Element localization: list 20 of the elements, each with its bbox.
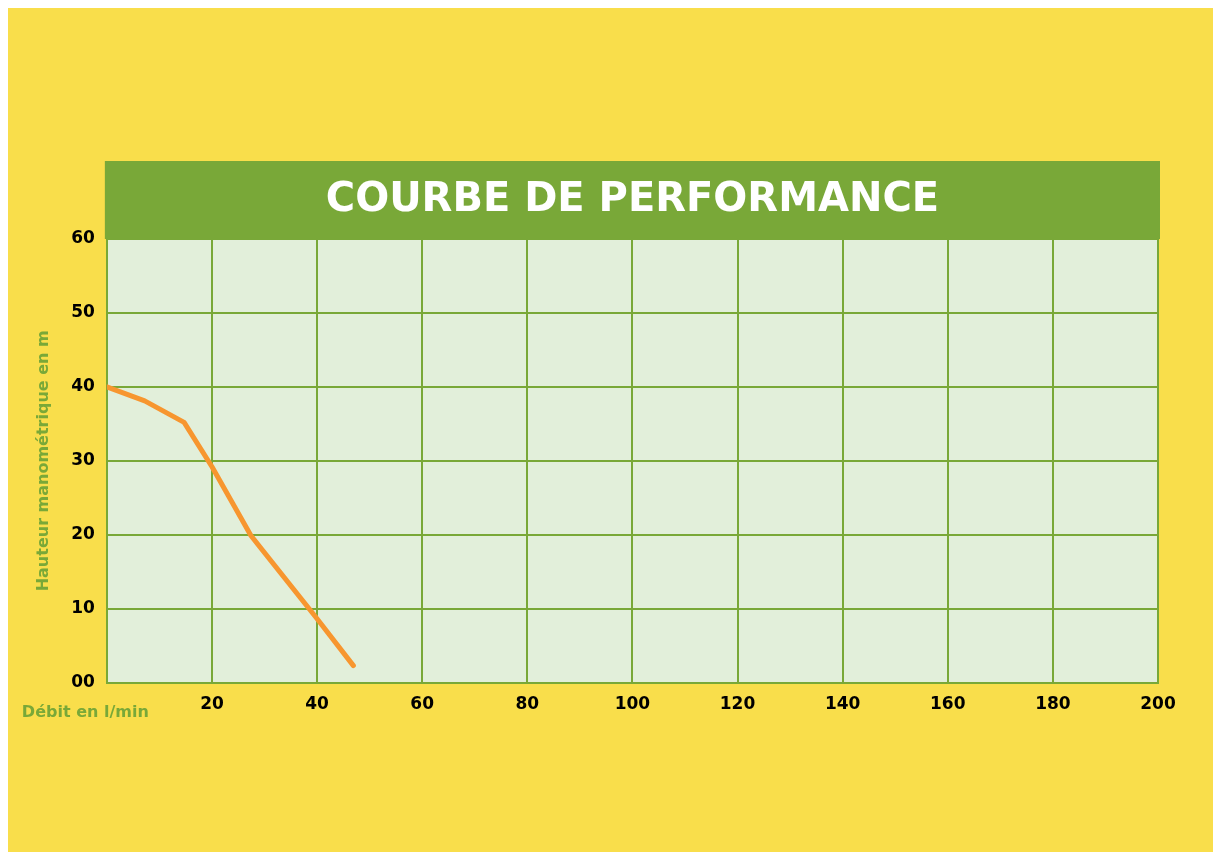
chart-title: COURBE DE PERFORMANCE [325,174,940,221]
x-axis-title: Débit en l/min [21,701,149,721]
x-tick-label: 200 [1140,693,1176,714]
x-tick-label: 80 [515,693,540,714]
y-tick-label: 30 [71,449,96,470]
y-tick-label: 10 [71,597,96,618]
x-tick-label: 180 [1035,693,1071,714]
x-tick-label: 20 [200,693,224,714]
x-tick-label: 60 [410,693,435,714]
x-tick-label: 100 [614,693,651,714]
y-tick-label: 20 [71,523,96,544]
y-axis-title: Hauteur manométrique en m [32,330,52,592]
y-tick-label: 60 [71,227,96,248]
x-tick-label: 160 [930,693,966,714]
x-tick-label: 40 [305,693,330,714]
y-tick-label: 00 [71,671,96,692]
x-tick-label: 120 [719,693,756,714]
y-tick-label: 40 [71,375,96,396]
y-tick-label: 50 [71,301,96,322]
x-tick-label: 140 [824,693,861,714]
